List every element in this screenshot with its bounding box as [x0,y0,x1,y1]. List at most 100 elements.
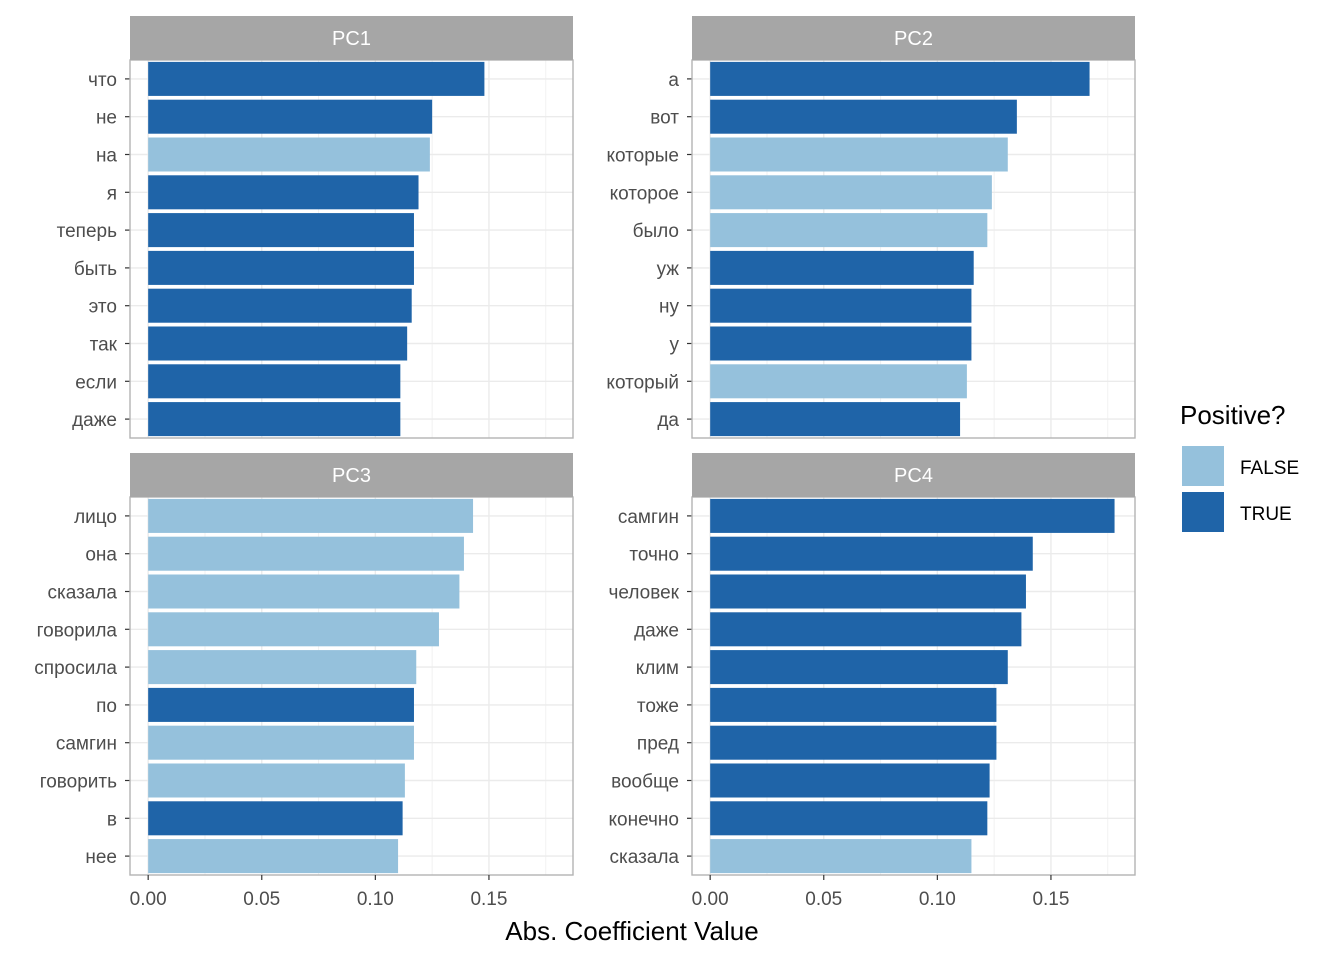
bar [148,574,460,609]
bar [710,650,1008,685]
legend-swatch-false [1182,446,1224,486]
facet-pc3: лицо она сказала говорила спросила по самгин го… [34,453,574,910]
facet-pc4: самгин точно человек даже клим тоже пред вообще… [609,453,1136,910]
bar [148,536,464,571]
bar [148,364,401,399]
category-label: нее [85,847,117,868]
category-label: быть [74,259,117,280]
bar [710,175,992,210]
category-label: было [633,221,679,242]
legend: Positive? FALSE TRUE [1180,400,1299,532]
bar [148,99,433,134]
category-label: которые [606,146,679,167]
x-tick-label: 0.05 [243,889,280,910]
bar [710,99,1017,134]
bar [148,687,414,722]
bar [148,213,414,248]
bar [710,250,974,285]
bar [710,364,967,399]
facet-title: PC2 [894,28,933,50]
bar [710,839,972,874]
category-label: так [90,335,118,356]
category-label: я [107,183,117,204]
category-label: вообще [611,772,679,793]
facet-title: PC4 [894,465,933,487]
category-label: даже [72,410,117,431]
bar [710,137,1008,172]
facet-pc1: что не на я теперь быть это так если даже PC1 [57,16,574,439]
category-label: ну [659,297,679,318]
bar [710,213,988,248]
bar [148,250,414,285]
facet-panels: что не на я теперь быть это так если даже PC1 а вот к… [34,16,1136,910]
bar [710,725,997,760]
legend-label-false: FALSE [1240,458,1299,479]
category-label: сказала [609,847,679,868]
facet-strip [692,16,1135,60]
category-label: клим [636,658,679,679]
facet-pc2: а вот которые которое было уж ну у который да PC2 [606,16,1136,439]
category-label: в [107,809,117,830]
category-label: говорила [37,620,118,641]
category-label: даже [634,620,679,641]
category-label: которое [610,183,679,204]
bar [148,288,412,323]
category-label: она [85,545,117,566]
facet-title: PC3 [332,465,371,487]
bar [710,536,1033,571]
x-axis-title: Abs. Coefficient Value [505,916,758,946]
facet-strip [130,16,573,60]
bar [148,650,417,685]
category-label: по [96,696,117,717]
bar [710,61,1090,96]
x-tick-label: 0.05 [805,889,842,910]
category-label: человек [609,583,680,604]
category-label: лицо [74,507,117,528]
category-label: самгин [56,734,117,755]
bar [710,612,1022,647]
category-label: теперь [57,221,117,242]
category-label: спросила [34,658,117,679]
category-label: на [96,146,117,167]
category-label: вот [650,108,679,129]
bar [148,137,430,172]
bar [148,612,439,647]
category-label: да [657,410,679,431]
bar [710,326,972,361]
category-label: а [668,70,679,91]
category-label: точно [629,545,679,566]
bar [148,725,414,760]
category-label: что [88,70,117,91]
x-tick-label: 0.15 [470,889,507,910]
bar [148,61,485,96]
x-tick-label: 0.00 [130,889,167,910]
bar [148,839,399,874]
x-tick-label: 0.15 [1032,889,1069,910]
bar [148,326,408,361]
legend-title: Positive? [1180,400,1286,430]
category-label: уж [657,259,680,280]
category-label: конечно [609,809,679,830]
category-label: если [75,372,117,393]
bar [148,402,401,437]
category-label: говорить [40,772,117,793]
category-label: у [670,335,680,356]
bar [710,498,1115,533]
x-tick-label: 0.00 [692,889,729,910]
facet-title: PC1 [332,28,371,50]
category-label: который [606,372,679,393]
x-tick-label: 0.10 [919,889,956,910]
legend-swatch-true [1182,492,1224,532]
bar [148,801,403,836]
bar [148,498,474,533]
bar [710,402,961,437]
category-label: пред [637,734,679,755]
x-tick-label: 0.10 [357,889,394,910]
bar [710,801,988,836]
category-label: не [96,108,117,129]
legend-label-true: TRUE [1240,504,1292,525]
bar [710,574,1026,609]
category-label: тоже [637,696,679,717]
facet-strip [692,453,1135,497]
